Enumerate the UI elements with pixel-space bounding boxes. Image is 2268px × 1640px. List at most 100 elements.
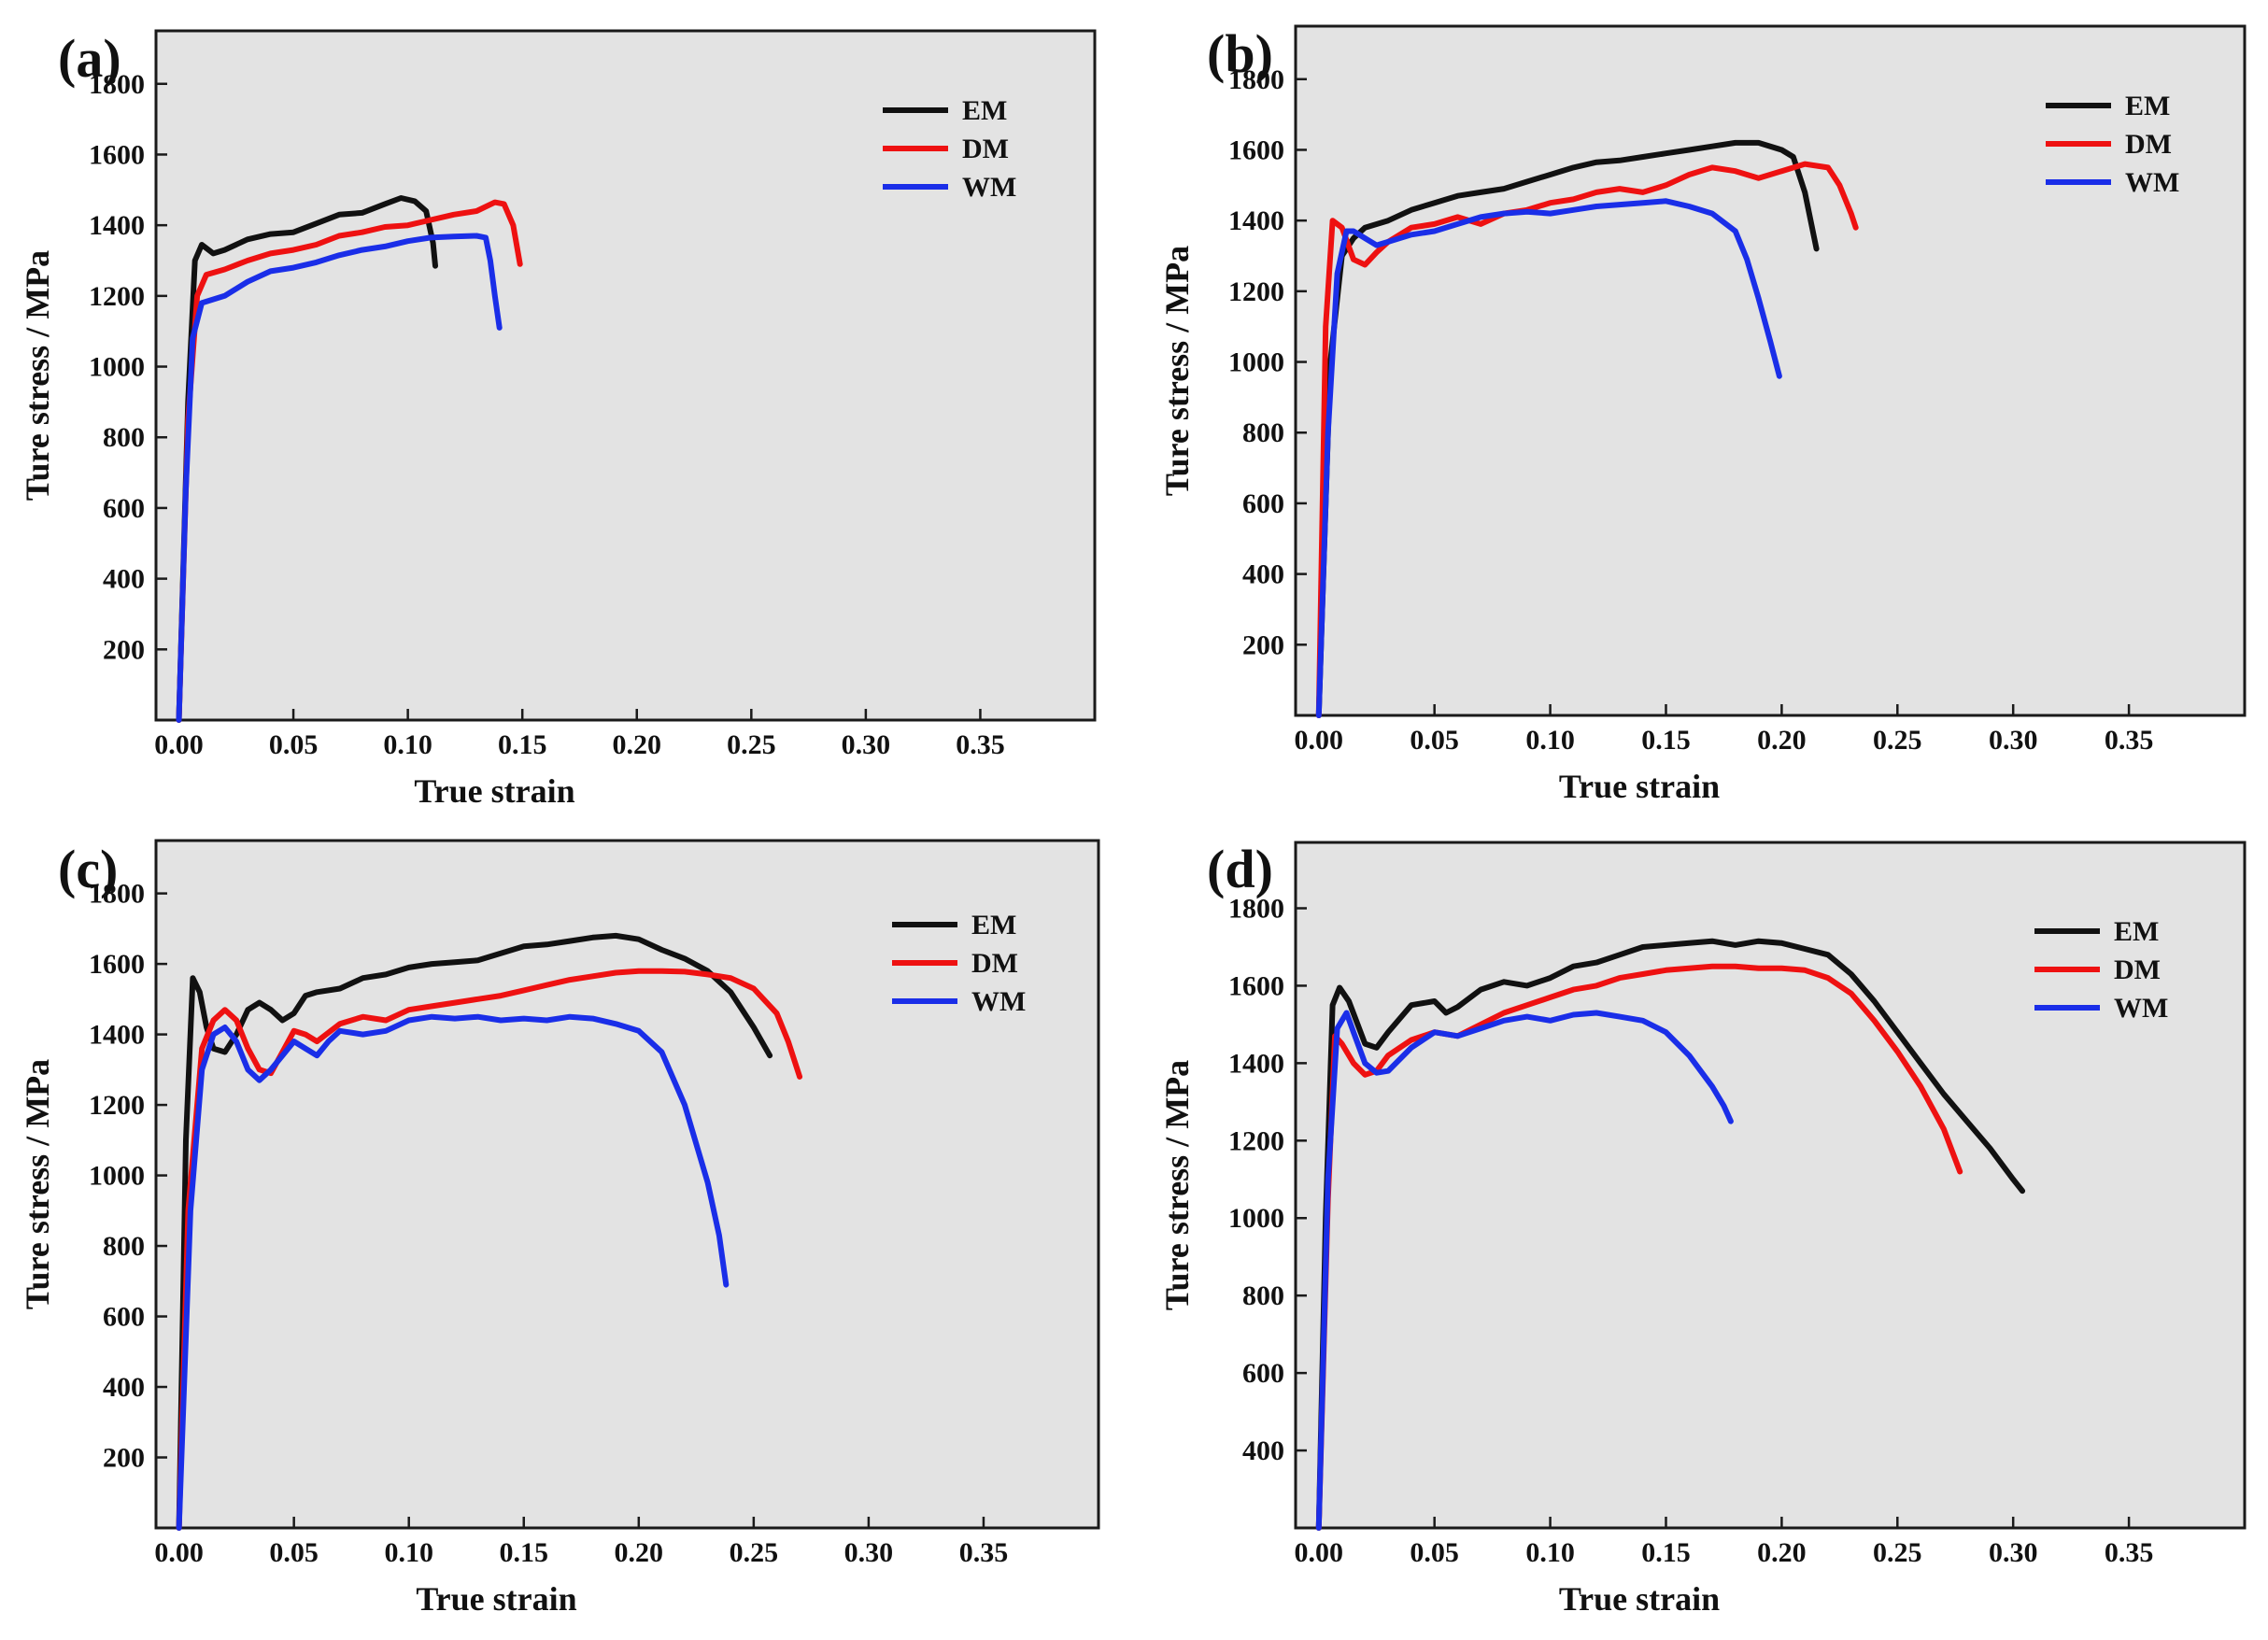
series-line-wm	[1315, 1010, 1734, 1531]
series-line-em	[1315, 139, 1820, 718]
legend-label-em: EM	[962, 95, 1007, 126]
y-tick-label: 1400	[1228, 205, 1284, 236]
legend-label-dm: DM	[2125, 129, 2172, 160]
x-tick-label: 0.15	[1641, 1537, 1691, 1568]
y-tick-label: 1800	[89, 879, 145, 910]
y-tick-label: 200	[1242, 629, 1284, 660]
y-tick-label: 800	[103, 422, 145, 453]
chart-panel-1: (a) 0.00 0.05 0.10 0.15 0.20 0.25 0.30 0.35 200 40…	[19, 28, 1097, 810]
y-tick-label: 1000	[1228, 1203, 1284, 1234]
x-tick-label: 0.25	[1873, 725, 1922, 756]
series-line-dm	[176, 199, 523, 723]
x-tick-label: 0.30	[844, 1537, 894, 1568]
plot-area	[1294, 841, 2247, 1530]
x-tick-label: 0.00	[1295, 1537, 1344, 1568]
y-tick-label: 400	[1242, 1435, 1284, 1466]
x-tick-label: 0.15	[1641, 725, 1691, 756]
chart-panel-4: (d) 0.00 0.05 0.10 0.15 0.20 0.25 0.30 0.35 400 60…	[1158, 839, 2247, 1618]
x-tick-label: 0.25	[730, 1537, 779, 1568]
x-tick-label: 0.05	[1410, 1537, 1459, 1568]
x-tick-label: 0.05	[1410, 725, 1459, 756]
x-tick-label: 0.00	[154, 1537, 204, 1568]
series-line-em	[176, 932, 773, 1531]
y-tick-label: 1600	[1228, 134, 1284, 165]
x-tick-label: 0.10	[384, 1537, 433, 1568]
x-tick-label: 0.10	[1525, 1537, 1575, 1568]
series-line-wm	[176, 1013, 730, 1531]
y-tick-label: 1400	[89, 210, 145, 241]
plot-area	[154, 29, 1097, 722]
x-tick-label: 0.35	[956, 729, 1005, 760]
legend-label-dm: DM	[962, 134, 1009, 164]
y-axis-title: Ture stress / MPa	[1158, 1060, 1196, 1310]
x-axis-title: True strain	[414, 772, 574, 810]
chart-panel-3: (c) 0.00 0.05 0.10 0.15 0.20 0.25 0.30 0.35 200 40…	[19, 839, 1100, 1618]
chart-panel-2: (b) 0.00 0.05 0.10 0.15 0.20 0.25 0.30 0.35 200 40…	[1158, 23, 2247, 805]
y-tick-label: 1800	[89, 69, 145, 100]
x-tick-label: 0.25	[1873, 1537, 1922, 1568]
x-tick-label: 0.05	[269, 1537, 319, 1568]
series-line-wm	[176, 233, 503, 723]
legend-label-wm: WM	[971, 986, 1026, 1017]
x-tick-label: 0.10	[383, 729, 432, 760]
y-tick-label: 1200	[1228, 1125, 1284, 1156]
y-tick-label: 1000	[89, 1161, 145, 1192]
y-tick-label: 800	[1242, 1280, 1284, 1311]
x-tick-label: 0.20	[615, 1537, 664, 1568]
y-tick-label: 1800	[1228, 64, 1284, 95]
legend-label-dm: DM	[971, 948, 1018, 979]
x-tick-label: 0.35	[2105, 725, 2154, 756]
y-tick-label: 600	[1242, 488, 1284, 519]
y-tick-label: 600	[103, 493, 145, 524]
y-tick-label: 1200	[89, 1090, 145, 1121]
y-tick-label: 400	[1242, 559, 1284, 590]
x-axis-title: True strain	[1559, 1580, 1720, 1618]
y-tick-label: 600	[1242, 1358, 1284, 1389]
y-tick-label: 1600	[1228, 970, 1284, 1001]
y-tick-label: 1200	[1228, 276, 1284, 307]
x-tick-label: 0.30	[842, 729, 891, 760]
x-tick-label: 0.00	[154, 729, 204, 760]
x-tick-label: 0.15	[498, 729, 547, 760]
y-tick-label: 200	[103, 1443, 145, 1474]
plot-area	[154, 839, 1100, 1530]
y-axis-title: Ture stress / MPa	[19, 1059, 56, 1309]
y-tick-label: 400	[103, 1372, 145, 1403]
x-tick-label: 0.20	[1757, 725, 1807, 756]
legend-label-dm: DM	[2114, 954, 2161, 985]
series-line-em	[176, 195, 438, 723]
panel-label: (b)	[1207, 23, 1273, 84]
series-line-wm	[1315, 198, 1782, 718]
series-line-dm	[176, 968, 803, 1531]
y-tick-label: 600	[103, 1302, 145, 1333]
plot-area	[1294, 24, 2247, 717]
legend-label-wm: WM	[2125, 167, 2179, 198]
series-line-em	[1315, 938, 2026, 1531]
x-tick-label: 0.30	[1989, 725, 2038, 756]
series-line-dm	[1315, 161, 1859, 718]
x-tick-label: 0.05	[269, 729, 319, 760]
x-tick-label: 0.35	[959, 1537, 1009, 1568]
x-tick-label: 0.30	[1989, 1537, 2038, 1568]
legend-label-em: EM	[2114, 916, 2159, 947]
legend-label-em: EM	[2125, 91, 2170, 121]
y-tick-label: 1400	[89, 1020, 145, 1051]
x-tick-label: 0.25	[727, 729, 776, 760]
legend-label-wm: WM	[2114, 993, 2168, 1024]
y-tick-label: 1400	[1228, 1048, 1284, 1079]
y-tick-label: 800	[1242, 417, 1284, 448]
x-tick-label: 0.20	[1757, 1537, 1807, 1568]
x-tick-label: 0.10	[1525, 725, 1575, 756]
panel-label: (d)	[1207, 839, 1273, 899]
legend-label-wm: WM	[962, 172, 1016, 203]
x-tick-label: 0.35	[2105, 1537, 2154, 1568]
x-tick-label: 0.00	[1295, 725, 1344, 756]
y-tick-label: 200	[103, 634, 145, 665]
x-axis-title: True strain	[416, 1580, 576, 1618]
panel-label: (c)	[58, 839, 118, 899]
y-tick-label: 1200	[89, 281, 145, 312]
y-tick-label: 1800	[1228, 893, 1284, 924]
y-tick-label: 1000	[89, 352, 145, 383]
y-axis-title: Ture stress / MPa	[19, 250, 56, 501]
